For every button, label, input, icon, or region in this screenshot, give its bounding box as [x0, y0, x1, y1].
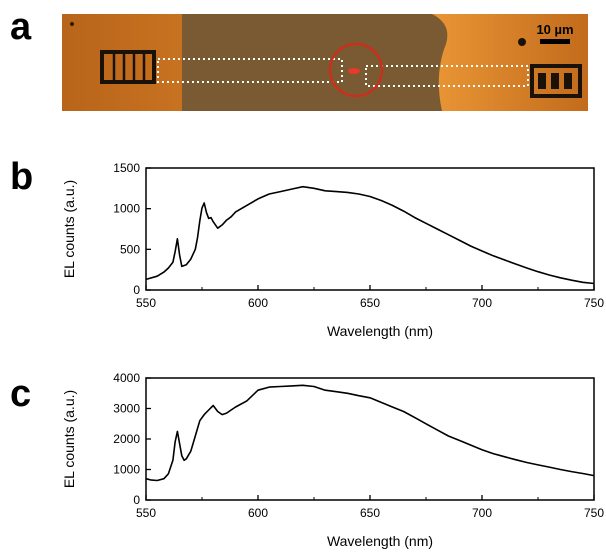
dark-region	[182, 14, 452, 111]
x-tick-label: 550	[136, 296, 156, 310]
y-tick-label: 3000	[113, 402, 140, 416]
right-electrode-pad	[530, 64, 582, 98]
series-line	[145, 185, 595, 285]
speck	[518, 38, 526, 46]
y-tick-label: 1500	[113, 161, 140, 175]
dotted-outline-right	[365, 65, 529, 87]
y-tick-label: 0	[133, 493, 140, 507]
panel-label-c: c	[10, 373, 32, 415]
y-tick-label: 0	[133, 283, 140, 297]
x-tick-label: 700	[472, 506, 492, 520]
scale-bar-label: 10 µm	[536, 22, 573, 37]
emission-spot	[348, 68, 360, 74]
y-tick-label: 1000	[113, 463, 140, 477]
x-tick-label: 750	[584, 296, 604, 310]
plot-frame	[145, 377, 595, 501]
x-tick-label: 750	[584, 506, 604, 520]
y-axis-label: EL counts (a.u.)	[61, 180, 77, 278]
x-axis-label: Wavelength (nm)	[327, 323, 433, 339]
dotted-outline-left	[157, 58, 343, 83]
optical-micrograph: 10 µm	[62, 14, 588, 111]
emission-highlight-circle	[328, 42, 384, 98]
series-line	[145, 384, 595, 482]
x-tick-label: 650	[360, 296, 380, 310]
x-axis-label: Wavelength (nm)	[327, 533, 433, 549]
chart-b: 550 600 650 700 750 0 500 1000 1500 Wavelength (n…	[61, 161, 604, 339]
x-tick-label: 650	[360, 506, 380, 520]
left-electrode-pad	[100, 50, 156, 84]
plot-frame	[145, 167, 595, 291]
x-tick-label: 600	[248, 296, 268, 310]
speck	[70, 22, 74, 26]
y-tick-label: 4000	[113, 371, 140, 385]
substrate-right	[432, 14, 588, 111]
y-tick-label: 500	[120, 242, 140, 256]
panel-label-a: a	[10, 6, 32, 48]
chart-c: 550 600 650 700 750 0 1000 2000 3000 4000 Waveleng…	[61, 371, 604, 549]
y-tick-label: 2000	[113, 432, 140, 446]
panel-label-b: b	[10, 156, 34, 198]
y-tick-label: 1000	[113, 202, 140, 216]
y-axis-label: EL counts (a.u.)	[61, 390, 77, 488]
x-tick-label: 550	[136, 506, 156, 520]
scale-bar	[540, 39, 570, 44]
x-tick-label: 700	[472, 296, 492, 310]
x-tick-label: 600	[248, 506, 268, 520]
